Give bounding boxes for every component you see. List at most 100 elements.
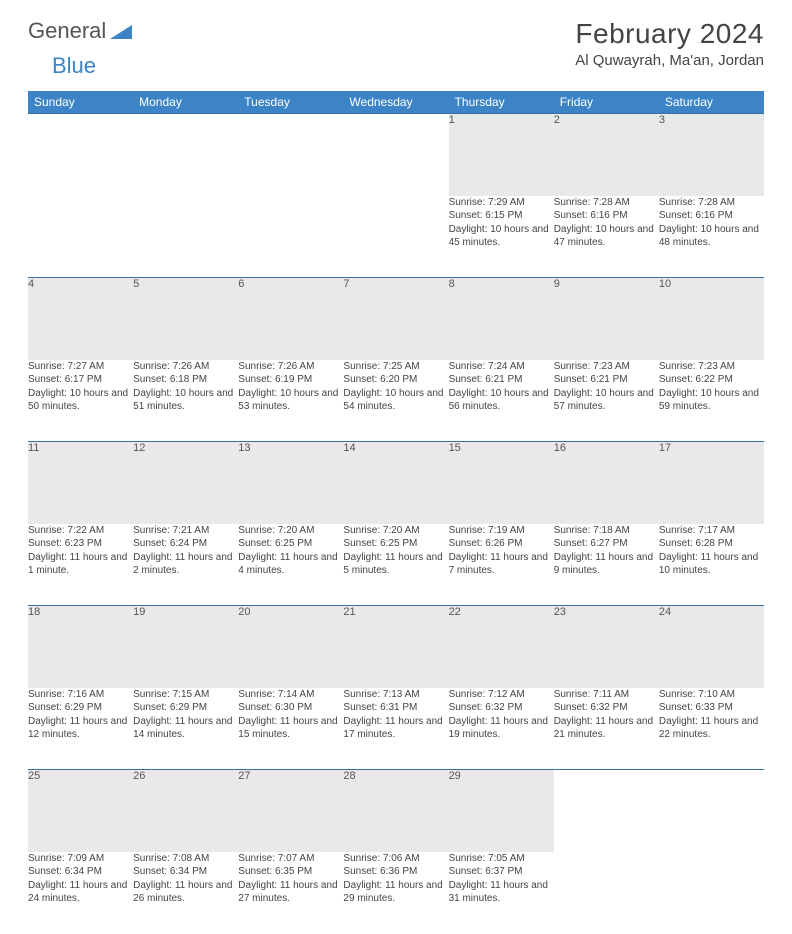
day-number: 9	[554, 278, 659, 360]
sunrise-text: Sunrise: 7:18 AM	[554, 524, 659, 538]
day-cell: Sunrise: 7:23 AMSunset: 6:21 PMDaylight:…	[554, 360, 659, 442]
day-cell: Sunrise: 7:09 AMSunset: 6:34 PMDaylight:…	[28, 852, 133, 934]
sunrise-text: Sunrise: 7:06 AM	[343, 852, 448, 866]
sunset-text: Sunset: 6:33 PM	[659, 701, 764, 715]
day-number: 16	[554, 442, 659, 524]
day-cell: Sunrise: 7:24 AMSunset: 6:21 PMDaylight:…	[449, 360, 554, 442]
day-cell: Sunrise: 7:20 AMSunset: 6:25 PMDaylight:…	[343, 524, 448, 606]
day-number: 8	[449, 278, 554, 360]
day-number: 28	[343, 770, 448, 852]
weekday-header: Friday	[554, 91, 659, 114]
sunset-text: Sunset: 6:35 PM	[238, 865, 343, 879]
day-cell: Sunrise: 7:11 AMSunset: 6:32 PMDaylight:…	[554, 688, 659, 770]
day-number: 20	[238, 606, 343, 688]
weekday-header: Sunday	[28, 91, 133, 114]
day-cell: Sunrise: 7:13 AMSunset: 6:31 PMDaylight:…	[343, 688, 448, 770]
day-number-row: 11121314151617	[28, 442, 764, 524]
day-number: 17	[659, 442, 764, 524]
daylight-text: Daylight: 11 hours and 12 minutes.	[28, 715, 133, 742]
logo-text-blue: Blue	[52, 53, 96, 78]
daylight-text: Daylight: 11 hours and 24 minutes.	[28, 879, 133, 906]
sunrise-text: Sunrise: 7:10 AM	[659, 688, 764, 702]
day-number: 18	[28, 606, 133, 688]
sunset-text: Sunset: 6:29 PM	[28, 701, 133, 715]
empty-cell	[28, 196, 133, 278]
day-cell: Sunrise: 7:10 AMSunset: 6:33 PMDaylight:…	[659, 688, 764, 770]
daylight-text: Daylight: 10 hours and 50 minutes.	[28, 387, 133, 414]
daylight-text: Daylight: 11 hours and 26 minutes.	[133, 879, 238, 906]
day-cell: Sunrise: 7:22 AMSunset: 6:23 PMDaylight:…	[28, 524, 133, 606]
weekday-header: Thursday	[449, 91, 554, 114]
daylight-text: Daylight: 11 hours and 21 minutes.	[554, 715, 659, 742]
day-cell: Sunrise: 7:28 AMSunset: 6:16 PMDaylight:…	[659, 196, 764, 278]
sunrise-text: Sunrise: 7:23 AM	[659, 360, 764, 374]
day-number: 27	[238, 770, 343, 852]
empty-cell	[238, 114, 343, 196]
day-cell: Sunrise: 7:05 AMSunset: 6:37 PMDaylight:…	[449, 852, 554, 934]
day-number: 3	[659, 114, 764, 196]
day-number: 14	[343, 442, 448, 524]
daylight-text: Daylight: 11 hours and 29 minutes.	[343, 879, 448, 906]
sunrise-text: Sunrise: 7:20 AM	[238, 524, 343, 538]
day-number: 6	[238, 278, 343, 360]
empty-cell	[659, 770, 764, 852]
sunset-text: Sunset: 6:26 PM	[449, 537, 554, 551]
sunset-text: Sunset: 6:31 PM	[343, 701, 448, 715]
day-number: 10	[659, 278, 764, 360]
sunrise-text: Sunrise: 7:09 AM	[28, 852, 133, 866]
empty-cell	[554, 852, 659, 934]
day-cell: Sunrise: 7:18 AMSunset: 6:27 PMDaylight:…	[554, 524, 659, 606]
day-cell: Sunrise: 7:17 AMSunset: 6:28 PMDaylight:…	[659, 524, 764, 606]
sunset-text: Sunset: 6:29 PM	[133, 701, 238, 715]
sunset-text: Sunset: 6:22 PM	[659, 373, 764, 387]
sunrise-text: Sunrise: 7:20 AM	[343, 524, 448, 538]
day-number: 2	[554, 114, 659, 196]
empty-cell	[343, 114, 448, 196]
day-cell: Sunrise: 7:27 AMSunset: 6:17 PMDaylight:…	[28, 360, 133, 442]
daylight-text: Daylight: 11 hours and 9 minutes.	[554, 551, 659, 578]
sunrise-text: Sunrise: 7:16 AM	[28, 688, 133, 702]
logo: General	[28, 18, 132, 44]
daylight-text: Daylight: 11 hours and 10 minutes.	[659, 551, 764, 578]
day-number: 13	[238, 442, 343, 524]
daylight-text: Daylight: 11 hours and 5 minutes.	[343, 551, 448, 578]
sunrise-text: Sunrise: 7:23 AM	[554, 360, 659, 374]
weekday-header: Saturday	[659, 91, 764, 114]
empty-cell	[343, 196, 448, 278]
day-number: 15	[449, 442, 554, 524]
daylight-text: Daylight: 10 hours and 53 minutes.	[238, 387, 343, 414]
daylight-text: Daylight: 11 hours and 1 minute.	[28, 551, 133, 578]
sunset-text: Sunset: 6:17 PM	[28, 373, 133, 387]
weekday-header: Wednesday	[343, 91, 448, 114]
day-number: 23	[554, 606, 659, 688]
day-cell: Sunrise: 7:28 AMSunset: 6:16 PMDaylight:…	[554, 196, 659, 278]
daylight-text: Daylight: 11 hours and 7 minutes.	[449, 551, 554, 578]
day-number: 29	[449, 770, 554, 852]
sunset-text: Sunset: 6:28 PM	[659, 537, 764, 551]
daylight-text: Daylight: 10 hours and 48 minutes.	[659, 223, 764, 250]
sunrise-text: Sunrise: 7:15 AM	[133, 688, 238, 702]
day-number: 4	[28, 278, 133, 360]
daylight-text: Daylight: 11 hours and 14 minutes.	[133, 715, 238, 742]
weekday-header: Monday	[133, 91, 238, 114]
day-number: 21	[343, 606, 448, 688]
logo-text-general: General	[28, 18, 106, 44]
sunrise-text: Sunrise: 7:28 AM	[659, 196, 764, 210]
sunrise-text: Sunrise: 7:26 AM	[238, 360, 343, 374]
sunset-text: Sunset: 6:16 PM	[659, 209, 764, 223]
month-title: February 2024	[575, 18, 764, 50]
sunset-text: Sunset: 6:25 PM	[343, 537, 448, 551]
day-number: 7	[343, 278, 448, 360]
empty-cell	[554, 770, 659, 852]
logo-triangle-icon	[110, 23, 132, 39]
sunrise-text: Sunrise: 7:24 AM	[449, 360, 554, 374]
daylight-text: Daylight: 11 hours and 22 minutes.	[659, 715, 764, 742]
daylight-text: Daylight: 10 hours and 59 minutes.	[659, 387, 764, 414]
day-number-row: 45678910	[28, 278, 764, 360]
day-cell: Sunrise: 7:08 AMSunset: 6:34 PMDaylight:…	[133, 852, 238, 934]
empty-cell	[28, 114, 133, 196]
sunset-text: Sunset: 6:15 PM	[449, 209, 554, 223]
sunset-text: Sunset: 6:36 PM	[343, 865, 448, 879]
day-info-row: Sunrise: 7:22 AMSunset: 6:23 PMDaylight:…	[28, 524, 764, 606]
daylight-text: Daylight: 11 hours and 27 minutes.	[238, 879, 343, 906]
